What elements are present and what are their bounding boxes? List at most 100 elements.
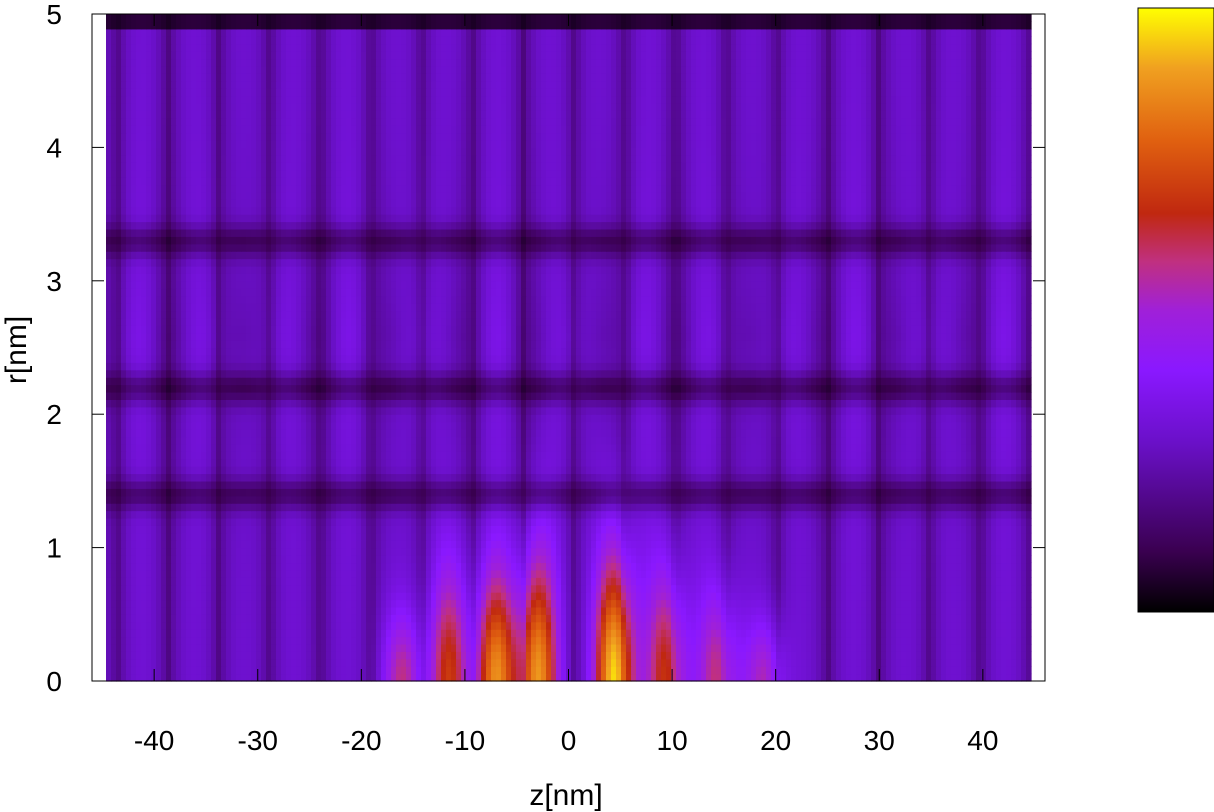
heatmap-cell — [271, 517, 277, 526]
heatmap-cell — [286, 525, 292, 534]
heatmap-cell — [901, 503, 907, 512]
heatmap-cell — [431, 643, 437, 652]
heatmap-cell — [896, 525, 902, 534]
heatmap-cell — [931, 503, 937, 512]
heatmap-cell — [936, 525, 942, 534]
heatmap-cell — [611, 592, 617, 601]
heatmap-cell — [606, 555, 612, 564]
heatmap-cell — [1026, 636, 1032, 645]
heatmap-cell — [511, 592, 517, 601]
heatmap-cell — [886, 658, 892, 667]
heatmap-cell — [696, 673, 702, 682]
heatmap-cell — [716, 525, 722, 534]
heatmap-cell — [456, 562, 462, 571]
heatmap-cell — [621, 651, 627, 660]
heatmap-cell — [201, 621, 207, 630]
heatmap-cell — [611, 577, 617, 586]
heatmap-cell — [581, 629, 587, 638]
heatmap-cell — [666, 495, 672, 504]
heatmap-cell — [896, 562, 902, 571]
heatmap-cell — [481, 495, 487, 504]
heatmap-cell — [296, 555, 302, 564]
heatmap-cell — [651, 569, 657, 578]
heatmap-cell — [326, 658, 332, 667]
heatmap-cell — [506, 614, 512, 623]
heatmap-cell — [836, 643, 842, 652]
heatmap-cell — [431, 658, 437, 667]
heatmap-cell — [736, 525, 742, 534]
heatmap-cell — [461, 562, 467, 571]
heatmap-cell — [476, 651, 482, 660]
heatmap-cell — [436, 658, 442, 667]
heatmap-cell — [496, 488, 502, 497]
heatmap-cell — [541, 614, 547, 623]
heatmap-cell — [501, 629, 507, 638]
heatmap-cell — [406, 510, 412, 519]
heatmap-cell — [586, 621, 592, 630]
heatmap-cell — [651, 592, 657, 601]
heatmap-cell — [891, 480, 897, 489]
heatmap-cell — [176, 488, 182, 497]
heatmap-cell — [286, 532, 292, 541]
heatmap-cell — [881, 666, 887, 675]
heatmap-cell — [136, 636, 142, 645]
heatmap-cell — [771, 584, 777, 593]
heatmap-cell — [201, 503, 207, 512]
heatmap-cell — [526, 584, 532, 593]
heatmap-cell — [471, 599, 477, 608]
heatmap-cell — [986, 629, 992, 638]
heatmap-cell — [761, 606, 767, 615]
heatmap-cell — [861, 517, 867, 526]
heatmap-cell — [456, 480, 462, 489]
heatmap-cell — [266, 629, 272, 638]
heatmap-cell — [206, 651, 212, 660]
heatmap-cell — [1011, 584, 1017, 593]
heatmap-cell — [791, 517, 797, 526]
heatmap-cell — [701, 614, 707, 623]
heatmap-cell — [511, 517, 517, 526]
heatmap-cell — [456, 592, 462, 601]
heatmap-cell — [921, 488, 927, 497]
heatmap-cell — [431, 592, 437, 601]
heatmap-cell — [746, 673, 752, 682]
heatmap-cell — [736, 666, 742, 675]
heatmap-cell — [801, 555, 807, 564]
heatmap-cell — [821, 510, 827, 519]
heatmap-cell — [951, 540, 957, 549]
heatmap-cell — [416, 606, 422, 615]
heatmap-cell — [436, 621, 442, 630]
heatmap-cell — [306, 547, 312, 556]
heatmap-cell — [851, 614, 857, 623]
heatmap-cell — [156, 555, 162, 564]
heatmap-cell — [251, 532, 257, 541]
heatmap-cell — [796, 495, 802, 504]
heatmap-cell — [821, 547, 827, 556]
heatmap-cell — [526, 614, 532, 623]
heatmap-cell — [381, 488, 387, 497]
heatmap-cell — [866, 503, 872, 512]
heatmap-cell — [406, 525, 412, 534]
heatmap-cell — [886, 636, 892, 645]
heatmap-cell — [481, 488, 487, 497]
heatmap-cell — [616, 569, 622, 578]
heatmap-cell — [401, 584, 407, 593]
heatmap-cell — [521, 547, 527, 556]
heatmap-cell — [716, 562, 722, 571]
heatmap-cell — [606, 614, 612, 623]
heatmap-cell — [816, 480, 822, 489]
heatmap-cell — [866, 658, 872, 667]
heatmap-cell — [331, 555, 337, 564]
heatmap-cell — [726, 525, 732, 534]
heatmap-cell — [456, 503, 462, 512]
heatmap-cell — [751, 532, 757, 541]
heatmap-cell — [561, 562, 567, 571]
heatmap-cell — [171, 547, 177, 556]
heatmap-cell — [186, 525, 192, 534]
heatmap-cell — [366, 510, 372, 519]
heatmap-cell — [966, 495, 972, 504]
heatmap-cell — [541, 621, 547, 630]
heatmap-cell — [886, 488, 892, 497]
heatmap-cell — [446, 495, 452, 504]
heatmap-cell — [351, 503, 357, 512]
heatmap-cell — [786, 584, 792, 593]
